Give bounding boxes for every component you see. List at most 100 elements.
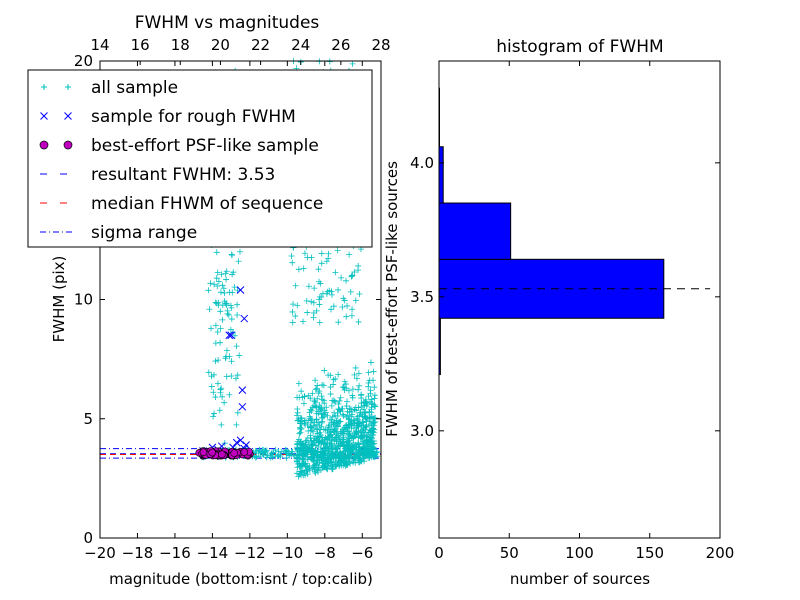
all-sample-point [305, 427, 312, 434]
all-sample-point [362, 453, 369, 460]
all-sample-point [320, 449, 327, 456]
all-sample-point [313, 404, 320, 411]
all-sample-point [313, 385, 320, 392]
all-sample-point [219, 316, 226, 323]
legend-marker [65, 84, 71, 90]
all-sample-point [351, 406, 358, 413]
legend-label: all sample [91, 78, 178, 98]
x-tick-label: 100 [565, 544, 594, 562]
all-sample-point [298, 388, 305, 395]
all-sample-point [321, 367, 328, 374]
y-tick-label: 3.5 [410, 288, 434, 306]
all-sample-point [308, 441, 315, 448]
all-sample-point [368, 422, 375, 429]
all-sample-point [308, 454, 315, 461]
all-sample-point [352, 459, 359, 466]
all-sample-point [236, 352, 243, 359]
all-sample-point [220, 285, 227, 292]
all-sample-point [314, 382, 321, 389]
all-sample-point [234, 301, 241, 308]
all-sample-point [217, 325, 224, 332]
rough-fwhm-point [240, 314, 249, 323]
all-sample-point [235, 258, 242, 265]
legend-label: sample for rough FWHM [91, 107, 296, 127]
scatter-panel: −20 −18 −16 −14 −12 −10 −8 −6 0 5 10 20 14 16 18 20 22… [27, 13, 391, 588]
all-sample-point [343, 277, 350, 284]
all-sample-point [205, 287, 212, 294]
all-sample-point [332, 375, 339, 382]
all-sample-point [346, 251, 353, 258]
all-sample-point [288, 252, 295, 259]
all-sample-point [304, 471, 311, 478]
all-sample-point [222, 270, 229, 277]
all-sample-point [289, 308, 296, 315]
all-sample-point [307, 424, 314, 431]
all-sample-point [363, 423, 370, 430]
all-sample-point [224, 310, 231, 317]
all-sample-point [352, 297, 359, 304]
all-sample-point [211, 410, 218, 417]
all-sample-point [335, 452, 342, 459]
all-sample-point [332, 425, 339, 432]
legend-marker [41, 84, 47, 90]
all-sample-point [370, 440, 377, 447]
x-tick-label: −16 [159, 544, 191, 562]
all-sample-point [294, 394, 301, 401]
all-sample-point [359, 435, 366, 442]
all-sample-point [308, 298, 315, 305]
best-effort-points [195, 447, 254, 460]
all-sample-point [354, 422, 361, 429]
legend-marker [64, 112, 72, 120]
all-sample-point [210, 413, 217, 420]
histogram-bar [438, 202, 512, 260]
all-sample-point [229, 271, 236, 278]
all-sample-point [322, 434, 329, 441]
all-sample-point [308, 416, 315, 423]
all-sample-point [336, 406, 343, 413]
all-sample-point [296, 449, 303, 456]
all-sample-point [356, 447, 363, 454]
scatter-ylabel: FWHM (pix) [50, 256, 68, 343]
all-sample-point [320, 463, 327, 470]
all-sample-point [324, 466, 331, 473]
all-sample-point [344, 448, 351, 455]
all-sample-point [228, 373, 235, 380]
all-sample-point [345, 387, 352, 394]
all-sample-point [365, 369, 372, 376]
legend-label: sigma range [91, 223, 197, 243]
all-sample-point [328, 291, 335, 298]
rough-fwhm-point [236, 286, 245, 294]
all-sample-point [218, 271, 225, 278]
all-sample-point [233, 421, 240, 428]
all-sample-point [341, 384, 348, 391]
all-sample-point [329, 397, 336, 404]
all-sample-point [328, 288, 335, 295]
all-sample-point [225, 311, 232, 318]
all-sample-point [341, 387, 348, 394]
best-effort-point [218, 450, 226, 459]
all-sample-point [219, 393, 226, 400]
all-sample-point [365, 383, 372, 390]
all-sample-point [332, 412, 339, 419]
all-sample-point [366, 414, 373, 421]
all-sample-point [340, 450, 347, 457]
legend-marker [39, 140, 49, 150]
all-sample-point [349, 60, 356, 67]
all-sample-point [217, 308, 224, 315]
all-sample-point [371, 384, 378, 391]
all-sample-point [356, 291, 363, 298]
all-sample-point [351, 453, 358, 460]
x-tick-label: −8 [314, 544, 336, 562]
all-sample-point [219, 282, 226, 289]
all-sample-point [351, 371, 358, 378]
y-tick-label: 20 [74, 52, 93, 70]
all-sample-point [318, 250, 325, 257]
rough-fwhm-point [227, 331, 235, 340]
all-sample-point [315, 390, 322, 397]
all-sample-point [355, 262, 362, 269]
all-sample-point [330, 454, 337, 461]
all-sample-point [307, 423, 314, 430]
x-tick-label: −14 [197, 544, 229, 562]
all-sample-point [359, 452, 366, 459]
all-sample-point [359, 418, 366, 425]
